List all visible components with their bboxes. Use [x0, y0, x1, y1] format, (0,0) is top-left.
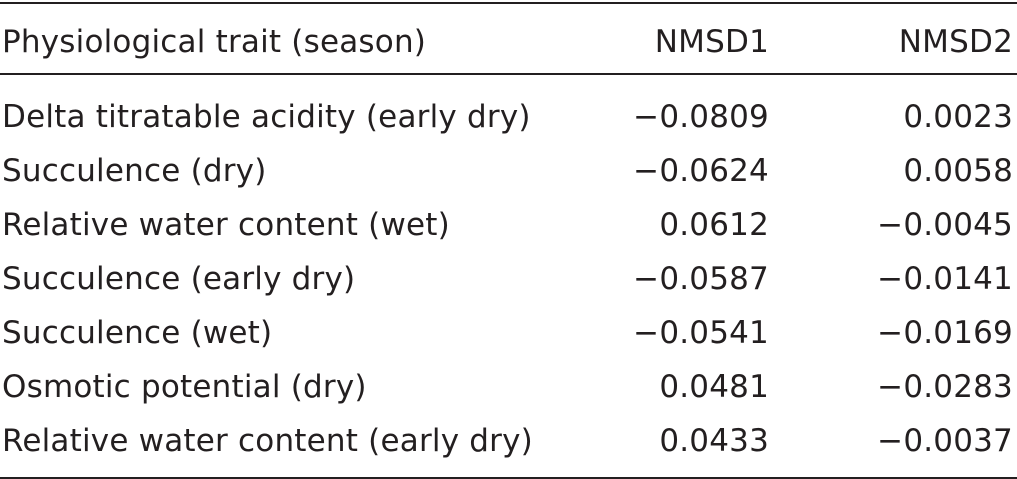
header-trait: Physiological trait (season)	[2, 24, 427, 60]
header-rule	[0, 73, 1017, 75]
table-row: Relative water content (early dry) 0.043…	[0, 414, 1017, 468]
nmsd1-cell: −0.0541	[633, 315, 769, 351]
trait-cell: Succulence (early dry)	[2, 261, 356, 297]
header-nmsd1: NMSD1	[654, 24, 769, 60]
nmsd2-cell: −0.0283	[877, 369, 1013, 405]
table-row: Delta titratable acidity (early dry) −0.…	[0, 90, 1017, 144]
nmsd2-cell: −0.0037	[877, 423, 1013, 459]
table-row: Relative water content (wet) 0.0612 −0.0…	[0, 198, 1017, 252]
nmsd1-cell: −0.0587	[633, 261, 769, 297]
nmsd1-cell: 0.0433	[659, 423, 769, 459]
nmsd2-cell: −0.0169	[877, 315, 1013, 351]
bottom-rule	[0, 477, 1017, 479]
table-row: Succulence (early dry) −0.0587 −0.0141	[0, 252, 1017, 306]
nmsd2-cell: 0.0023	[903, 99, 1013, 135]
nmsd2-cell: −0.0141	[877, 261, 1013, 297]
trait-cell: Delta titratable acidity (early dry)	[2, 99, 531, 135]
trait-cell: Osmotic potential (dry)	[2, 369, 367, 405]
nmsd2-cell: −0.0045	[877, 207, 1013, 243]
nmsd2-cell: 0.0058	[903, 153, 1013, 189]
trait-cell: Relative water content (early dry)	[2, 423, 533, 459]
table-row: Succulence (wet) −0.0541 −0.0169	[0, 306, 1017, 360]
trait-cell: Relative water content (wet)	[2, 207, 450, 243]
table-row: Succulence (dry) −0.0624 0.0058	[0, 144, 1017, 198]
nmsd1-cell: −0.0809	[633, 99, 769, 135]
trait-cell: Succulence (wet)	[2, 315, 273, 351]
nmsd1-cell: −0.0624	[633, 153, 769, 189]
nmsd1-cell: 0.0612	[659, 207, 769, 243]
nmsd1-cell: 0.0481	[659, 369, 769, 405]
trait-cell: Succulence (dry)	[2, 153, 267, 189]
header-nmsd2: NMSD2	[898, 24, 1013, 60]
top-rule	[0, 2, 1017, 4]
header-row: Physiological trait (season) NMSD1 NMSD2	[0, 15, 1017, 69]
table-row: Osmotic potential (dry) 0.0481 −0.0283	[0, 360, 1017, 414]
